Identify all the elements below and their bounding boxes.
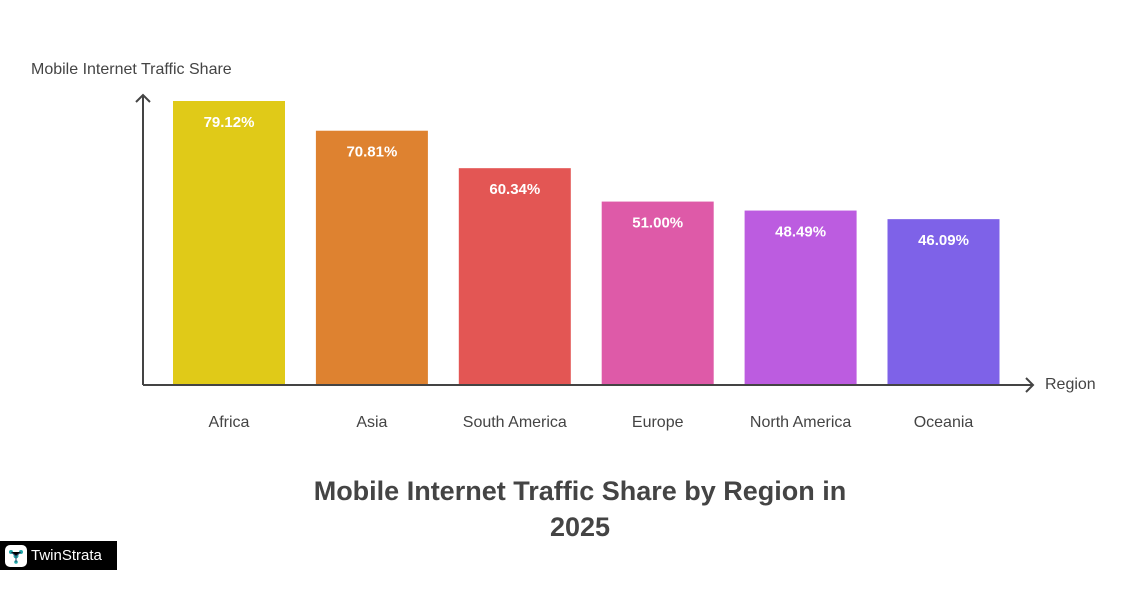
data-label: 79.12% <box>204 114 255 131</box>
brand-name: TwinStrata <box>31 547 102 564</box>
bar-oceania <box>887 219 1000 384</box>
x-tick-label: Africa <box>209 414 250 431</box>
y-axis <box>135 93 151 385</box>
x-axis <box>143 377 1035 393</box>
bar-asia <box>315 130 428 384</box>
bar-africa <box>173 101 285 384</box>
data-label: 70.81% <box>346 144 397 161</box>
bar-north-america <box>744 210 857 384</box>
data-label: 48.49% <box>775 224 826 241</box>
bar-europe <box>601 201 714 384</box>
x-tick-label: Asia <box>356 414 387 431</box>
y-axis-label: Mobile Internet Traffic Share <box>31 61 232 78</box>
x-tick-label: Europe <box>632 414 684 431</box>
bar-south-america <box>458 168 571 384</box>
x-tick-label: South America <box>463 414 567 431</box>
x-axis-label: Region <box>1045 376 1096 393</box>
chart-title: Mobile Internet Traffic Share by Region … <box>313 476 847 542</box>
data-label: 46.09% <box>918 232 969 249</box>
data-label: 51.00% <box>632 215 683 232</box>
brand-logo: TwinStrata <box>0 541 117 570</box>
data-label: 60.34% <box>489 181 540 198</box>
network-icon <box>5 544 27 567</box>
x-tick-label: North America <box>750 414 851 431</box>
x-tick-label: Oceania <box>914 414 974 431</box>
